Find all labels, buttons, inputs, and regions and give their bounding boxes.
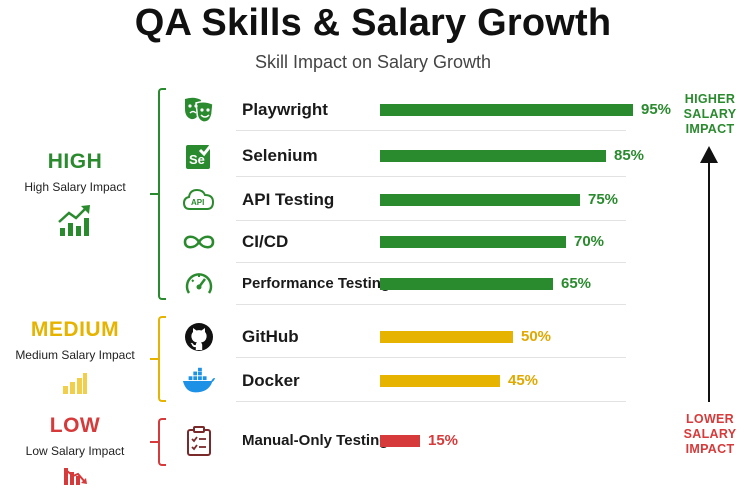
trend-down-chart-icon xyxy=(0,464,150,486)
skill-label: Performance Testing xyxy=(242,275,391,292)
group-low-bracket xyxy=(150,418,166,466)
bar-performance-testing xyxy=(380,278,553,290)
skill-label: Playwright xyxy=(242,100,328,119)
skill-label: GitHub xyxy=(242,327,299,346)
value-label-playwright: 95% xyxy=(641,101,672,118)
value-label-selenium: 85% xyxy=(614,147,645,164)
theater-masks-icon xyxy=(182,93,216,127)
bar-playwright xyxy=(380,104,633,116)
row-divider xyxy=(236,262,626,263)
bar-docker xyxy=(380,375,500,387)
value-label-manual-only-testing: 15% xyxy=(428,432,459,449)
infinity-loop-icon xyxy=(182,225,216,259)
group-medium: MEDIUM Medium Salary Impact xyxy=(0,318,150,394)
clipboard-checklist-icon xyxy=(182,424,216,458)
skill-row-github: GitHub 50% xyxy=(176,316,626,358)
skill-label: API Testing xyxy=(242,190,335,209)
row-divider xyxy=(236,130,626,131)
api-cloud-icon: API xyxy=(182,183,216,217)
group-medium-caption: Medium Salary Impact xyxy=(15,348,135,362)
skill-label: Docker xyxy=(242,371,300,390)
skill-row-performance-testing: Performance Testing 65% xyxy=(176,263,626,305)
skill-row-selenium: Se Selenium 85% xyxy=(176,135,644,177)
group-high-caption: High Salary Impact xyxy=(24,180,126,194)
skill-row-manual-only-testing: Manual-Only Testing 15% xyxy=(176,420,626,462)
value-label-docker: 45% xyxy=(508,372,539,389)
value-label-performance-testing: 65% xyxy=(561,275,592,292)
group-low: LOW Low Salary Impact xyxy=(0,414,150,486)
row-divider xyxy=(236,176,626,177)
bar-selenium xyxy=(380,150,606,162)
docker-whale-icon xyxy=(182,364,216,398)
row-divider xyxy=(236,357,626,358)
group-low-label: LOW xyxy=(49,414,101,437)
github-logo-icon xyxy=(182,320,216,354)
selenium-logo-icon: Se xyxy=(182,139,216,173)
trend-up-chart-icon xyxy=(0,204,150,238)
group-medium-bracket xyxy=(150,316,166,402)
svg-text:API: API xyxy=(191,198,204,207)
bar-ci-cd xyxy=(380,236,566,248)
value-label-github: 50% xyxy=(521,328,552,345)
group-medium-label: MEDIUM xyxy=(30,318,120,341)
group-high-label: HIGH xyxy=(47,150,103,173)
higher-salary-impact-label: HIGHER SALARY IMPACT xyxy=(683,92,737,136)
group-high: HIGH High Salary Impact xyxy=(0,150,150,238)
value-label-ci-cd: 70% xyxy=(574,233,605,250)
skill-row-docker: Docker 45% xyxy=(176,360,626,402)
chart-subtitle: Skill Impact on Salary Growth xyxy=(254,52,492,72)
skill-label: Selenium xyxy=(242,146,318,165)
skill-row-ci-cd: CI/CD 70% xyxy=(176,221,626,263)
chart-title: QA Skills & Salary Growth xyxy=(134,2,612,44)
row-divider xyxy=(236,220,626,221)
group-low-caption: Low Salary Impact xyxy=(25,444,125,458)
group-high-bracket xyxy=(150,88,166,300)
svg-text:Se: Se xyxy=(189,152,205,167)
bar-manual-only-testing xyxy=(380,435,420,447)
salary-scale-arrow xyxy=(708,160,710,402)
value-label-api-testing: 75% xyxy=(588,191,619,208)
bar-api-testing xyxy=(380,194,580,206)
arrow-up-icon xyxy=(700,146,718,163)
skill-row-api-testing: API API Testing 75% xyxy=(176,179,626,221)
skill-label: Manual-Only Testing xyxy=(242,432,389,449)
row-divider xyxy=(236,304,626,305)
speedometer-icon xyxy=(182,267,216,301)
row-divider xyxy=(236,401,626,402)
bar-chart-icon xyxy=(0,372,150,394)
skill-row-playwright: Playwright 95% xyxy=(176,89,671,131)
bar-github xyxy=(380,331,513,343)
lower-salary-impact-label: LOWER SALARY IMPACT xyxy=(683,412,737,456)
skill-label: CI/CD xyxy=(242,232,289,251)
